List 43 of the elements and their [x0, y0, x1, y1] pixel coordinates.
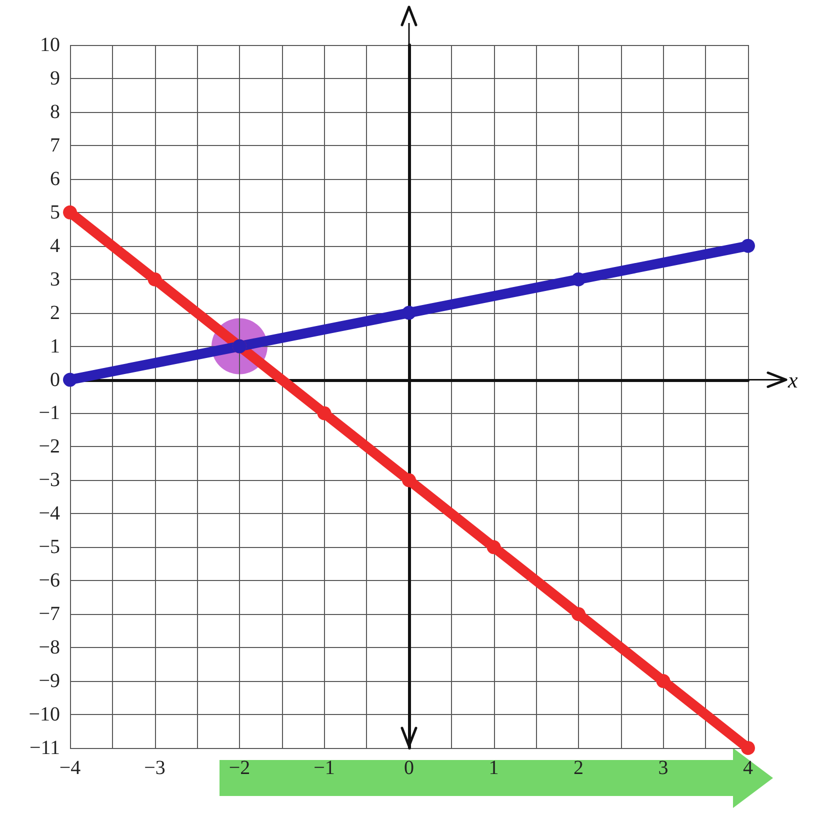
point — [63, 205, 77, 220]
y-tick-label: 9 — [50, 67, 60, 90]
y-tick-label: −2 — [38, 436, 60, 458]
point — [402, 306, 416, 320]
point — [317, 406, 332, 420]
point — [741, 741, 755, 755]
y-tick-label: 4 — [50, 234, 60, 257]
point — [486, 540, 501, 554]
y-tick-label: −4 — [38, 502, 60, 525]
y-tick-label: −3 — [38, 469, 60, 492]
point — [572, 607, 586, 622]
y-tick-label: 7 — [50, 134, 60, 156]
point — [148, 272, 162, 286]
point — [656, 674, 670, 688]
x-tick-label: −2 — [228, 757, 250, 779]
y-tick-label: −6 — [38, 570, 60, 592]
y-tick-label: −8 — [38, 636, 60, 659]
x-tick-label: 0 — [404, 757, 414, 779]
x-tick-label: 4 — [743, 757, 753, 779]
y-tick-label: 3 — [50, 268, 60, 290]
point — [63, 372, 77, 387]
x-tick-label: 2 — [574, 757, 584, 779]
y-tick-label: −1 — [38, 402, 60, 424]
point — [402, 473, 416, 488]
y-tick-label: −7 — [38, 603, 60, 626]
y-tick-label: 2 — [50, 302, 60, 324]
point — [741, 238, 755, 253]
x-axis-title: x — [787, 367, 798, 392]
point — [572, 272, 586, 286]
y-tick-label: −9 — [38, 670, 60, 692]
y-tick-label: 6 — [50, 168, 60, 190]
y-tick-label: −10 — [28, 704, 60, 726]
x-tick-label: 1 — [488, 757, 499, 779]
y-tick-label: 0 — [50, 368, 60, 391]
y-tick-label: 10 — [40, 34, 60, 56]
x-tick-label: 3 — [658, 757, 668, 779]
y-tick-label: −11 — [29, 737, 60, 759]
y-tick-label: 5 — [50, 201, 60, 224]
y-tick-label: 1 — [50, 335, 60, 358]
y-tick-label: 8 — [50, 100, 60, 123]
x-tick-label: −1 — [314, 757, 335, 779]
x-tick-label: −3 — [144, 757, 166, 779]
y-tick-label: −5 — [38, 536, 60, 558]
